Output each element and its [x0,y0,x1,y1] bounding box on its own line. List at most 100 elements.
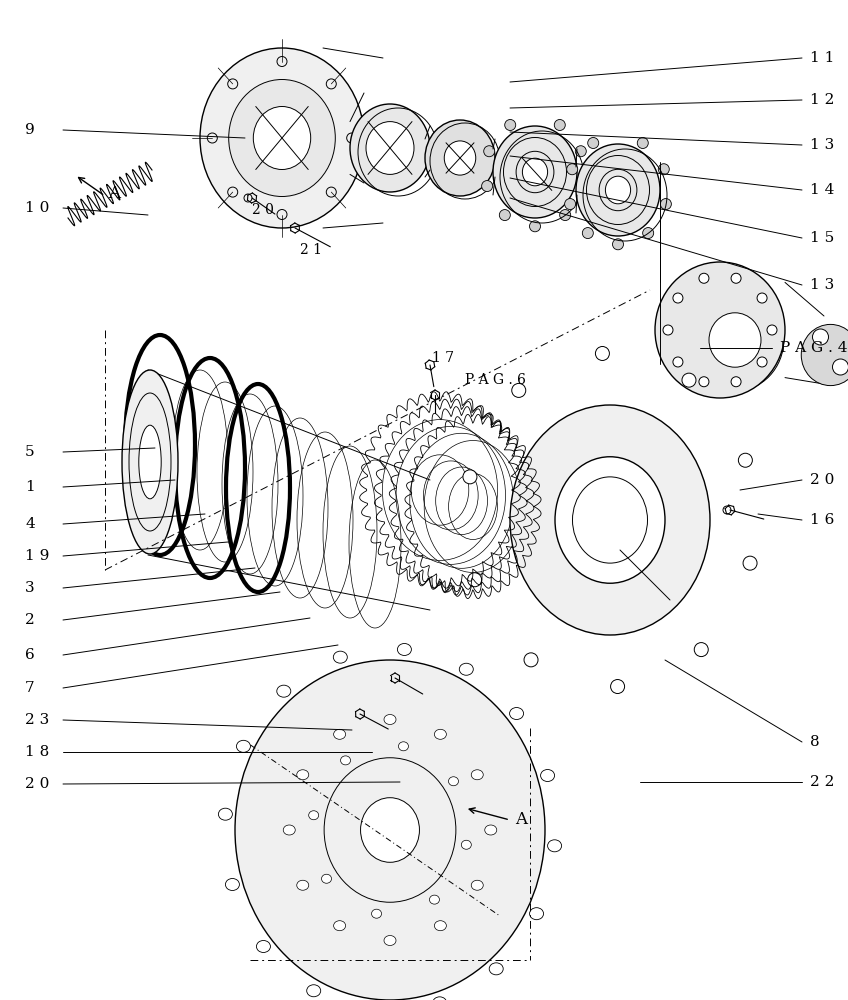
Circle shape [588,137,599,148]
Circle shape [560,210,571,221]
Ellipse shape [297,880,309,890]
Circle shape [757,357,767,367]
Text: 3: 3 [25,581,35,595]
Ellipse shape [333,729,346,739]
Circle shape [767,325,777,335]
Ellipse shape [444,141,476,175]
Text: 1 9: 1 9 [25,549,49,563]
Circle shape [699,273,709,283]
Circle shape [555,119,566,130]
Circle shape [467,573,482,587]
Text: 8: 8 [810,735,820,749]
Circle shape [611,680,625,694]
Circle shape [483,146,494,157]
Ellipse shape [529,908,544,920]
Ellipse shape [283,825,295,835]
Ellipse shape [686,289,784,391]
Ellipse shape [434,921,446,931]
Ellipse shape [256,940,271,952]
Circle shape [663,325,673,335]
Ellipse shape [333,651,348,663]
Circle shape [583,228,594,239]
Ellipse shape [309,811,319,820]
Ellipse shape [510,405,710,635]
Text: 2 0: 2 0 [810,473,834,487]
Ellipse shape [321,874,332,883]
Circle shape [575,146,586,157]
Text: P A G . 6: P A G . 6 [465,373,526,387]
Text: A: A [108,186,120,202]
Ellipse shape [122,370,178,554]
Ellipse shape [485,825,497,835]
Circle shape [757,293,767,303]
Ellipse shape [398,643,411,655]
Text: 1 8: 1 8 [25,745,49,759]
Circle shape [524,653,538,667]
Ellipse shape [200,48,364,228]
Ellipse shape [341,756,350,765]
Circle shape [743,556,757,570]
Text: 1 2: 1 2 [810,93,834,107]
Ellipse shape [605,176,631,204]
Ellipse shape [235,660,545,1000]
Ellipse shape [297,770,309,780]
Text: 7: 7 [25,681,35,695]
Circle shape [482,181,493,192]
Text: 6: 6 [25,648,35,662]
Circle shape [673,357,683,367]
Ellipse shape [139,425,161,499]
Ellipse shape [540,770,555,782]
Circle shape [699,377,709,387]
Text: 2 3: 2 3 [25,713,49,727]
Text: 1 3: 1 3 [810,278,834,292]
Ellipse shape [307,985,321,997]
Text: 2 1: 2 1 [300,243,322,257]
Ellipse shape [429,895,439,904]
Circle shape [595,346,610,360]
Ellipse shape [493,126,577,218]
Ellipse shape [576,144,660,236]
Text: 9: 9 [25,123,35,137]
Ellipse shape [471,770,483,780]
Circle shape [577,181,589,192]
Ellipse shape [384,714,396,724]
Circle shape [658,164,669,175]
Circle shape [673,293,683,303]
Text: 2 0: 2 0 [25,777,49,791]
Circle shape [812,329,828,345]
Ellipse shape [276,685,291,697]
Circle shape [682,373,696,387]
Circle shape [833,359,848,375]
Ellipse shape [471,880,483,890]
Text: 1: 1 [25,480,35,494]
Ellipse shape [399,742,409,751]
Ellipse shape [237,740,250,752]
Ellipse shape [510,708,523,720]
Circle shape [731,377,741,387]
Ellipse shape [709,313,761,367]
Ellipse shape [360,798,420,862]
Ellipse shape [219,808,232,820]
Ellipse shape [371,909,382,918]
Ellipse shape [461,840,471,849]
Text: 2 2: 2 2 [810,775,834,789]
Text: P A G . 4: P A G . 4 [780,341,847,355]
Text: 5: 5 [25,445,35,459]
Ellipse shape [548,840,561,852]
Text: 1 4: 1 4 [810,183,834,197]
Ellipse shape [489,963,503,975]
Text: 1 5: 1 5 [810,231,834,245]
Circle shape [511,383,526,397]
Text: 2: 2 [25,613,35,627]
Text: 1 3: 1 3 [810,138,834,152]
Circle shape [499,210,510,221]
Ellipse shape [366,122,414,174]
Ellipse shape [522,158,548,186]
Ellipse shape [655,262,785,398]
Text: 1 0: 1 0 [25,201,49,215]
Ellipse shape [226,878,239,890]
Text: 1 1: 1 1 [810,51,834,65]
Text: 4: 4 [25,517,35,531]
Ellipse shape [801,324,848,386]
Circle shape [638,137,648,148]
